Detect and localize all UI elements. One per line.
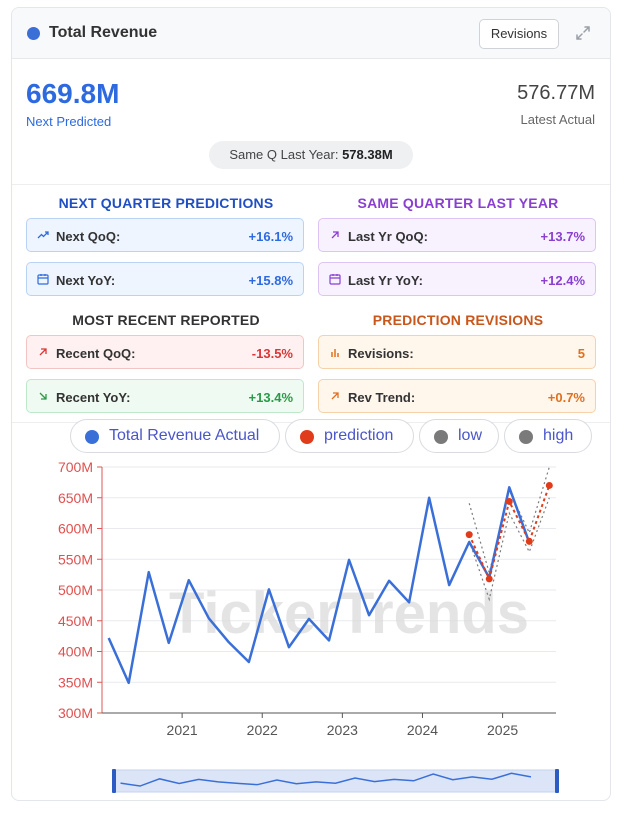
x-tick-label: 2024 [407,722,438,738]
same-q-value: 578.38M [342,147,393,162]
y-tick-label: 500M [58,582,93,598]
rev-trend-box: Rev Trend: +0.7% [318,379,596,413]
navigator-handle-right[interactable] [555,769,559,793]
arrow-up-right-icon [331,231,339,239]
x-tick-label: 2021 [167,722,198,738]
legend-dot-icon [519,430,533,444]
arrow-up-right-icon [331,392,339,400]
next-qoq-box: Next QoQ: +16.1% [26,218,304,252]
expand-icon[interactable] [574,24,592,42]
y-tick-label: 450M [58,613,93,629]
last-yr-yoy-box: Last Yr YoY: +12.4% [318,262,596,296]
legend-item-prediction[interactable]: prediction [285,419,414,453]
calendar-icon [37,274,49,285]
prediction-point [465,531,473,539]
y-tick-label: 300M [58,705,93,721]
y-tick-label: 550M [58,551,93,567]
x-tick-label: 2025 [487,722,518,738]
card-header: Total Revenue Revisions [12,8,610,59]
legend-dot-icon [434,430,448,444]
x-tick-label: 2023 [327,722,358,738]
recent-heading: MOST RECENT REPORTED [72,312,260,328]
last-yr-yoy-value: +12.4% [540,273,585,288]
next-yoy-box: Next YoY: +15.8% [26,262,304,296]
actual-label: Latest Actual [520,112,595,127]
revisions-count-label: Revisions: [348,346,414,361]
navigator-track [113,769,558,793]
revisions-count-value: 5 [577,346,585,361]
legend-item-low[interactable]: low [419,419,499,453]
y-tick-label: 700M [58,459,93,475]
rev-trend-label: Rev Trend: [348,390,416,405]
recent-qoq-value: -13.5% [251,346,293,361]
card-title: Total Revenue [49,24,158,41]
arrow-up-right-icon [39,348,47,356]
prediction-point [485,575,493,583]
revisions-heading: PREDICTION REVISIONS [372,312,544,328]
next-yoy-label: Next YoY: [56,273,116,288]
navigator-handle-left[interactable] [112,769,116,793]
y-tick-label: 350M [58,674,93,690]
next-yoy-value: +15.8% [248,273,293,288]
predicted-value: 669.8M [26,78,120,109]
actual-value: 576.77M [517,82,595,104]
legend-label: high [543,427,574,444]
series-line-high [468,466,550,576]
recent-yoy-value: +13.4% [248,390,293,405]
divider [12,184,610,185]
title-dot-icon [27,27,40,40]
revenue-card: Total Revenue Revisions 669.8M Next Pred… [11,7,611,801]
recent-yoy-label: Recent YoY: [56,390,131,405]
series-line-low [468,497,550,602]
prediction-point [545,481,553,489]
y-tick-label: 400M [58,644,93,660]
rev-trend-value: +0.7% [547,390,585,405]
y-tick-label: 650M [58,490,93,506]
recent-yoy-box: Recent YoY: +13.4% [26,379,304,413]
legend-label: Total Revenue Actual [109,427,260,444]
x-tick-label: 2022 [247,722,278,738]
next-qoq-label: Next QoQ: [56,229,121,244]
prediction-point [525,537,533,545]
last-yr-qoq-value: +13.7% [540,229,585,244]
series-line-actual [107,486,531,685]
y-tick-label: 600M [58,521,93,537]
legend-dot-icon [300,430,314,444]
trend-up-icon [37,231,49,239]
legend-label: low [458,427,483,444]
prediction-point [505,497,513,505]
bar-chart-icon [331,349,339,357]
next-qoq-value: +16.1% [248,229,293,244]
last-yr-qoq-label: Last Yr QoQ: [348,229,428,244]
arrow-down-right-icon [39,392,47,400]
last-yr-qoq-box: Last Yr QoQ: +13.7% [318,218,596,252]
recent-qoq-box: Recent QoQ: -13.5% [26,335,304,369]
recent-qoq-label: Recent QoQ: [56,346,136,361]
same-quarter-badge: Same Q Last Year: 578.38M [209,141,413,169]
same-quarter-heading: SAME QUARTER LAST YEAR [357,195,559,211]
revenue-chart: 700M 650M 600M 550M 500M 450M 400M 350M 300M 2021… [58,459,559,793]
revisions-button[interactable]: Revisions [479,19,559,49]
legend-label: prediction [324,427,394,444]
last-yr-yoy-label: Last Yr YoY: [348,273,423,288]
legend-item-actual[interactable]: Total Revenue Actual [70,419,280,453]
same-q-label: Same Q Last Year: [229,147,339,162]
revisions-count-box: Revisions: 5 [318,335,596,369]
legend-item-high[interactable]: high [504,419,592,453]
next-quarter-heading: NEXT QUARTER PREDICTIONS [58,195,274,211]
legend-dot-icon [85,430,99,444]
calendar-icon [329,274,341,285]
predicted-label: Next Predicted [26,114,112,129]
navigator-line [120,772,532,787]
watermark: TickerTrends [169,581,529,646]
